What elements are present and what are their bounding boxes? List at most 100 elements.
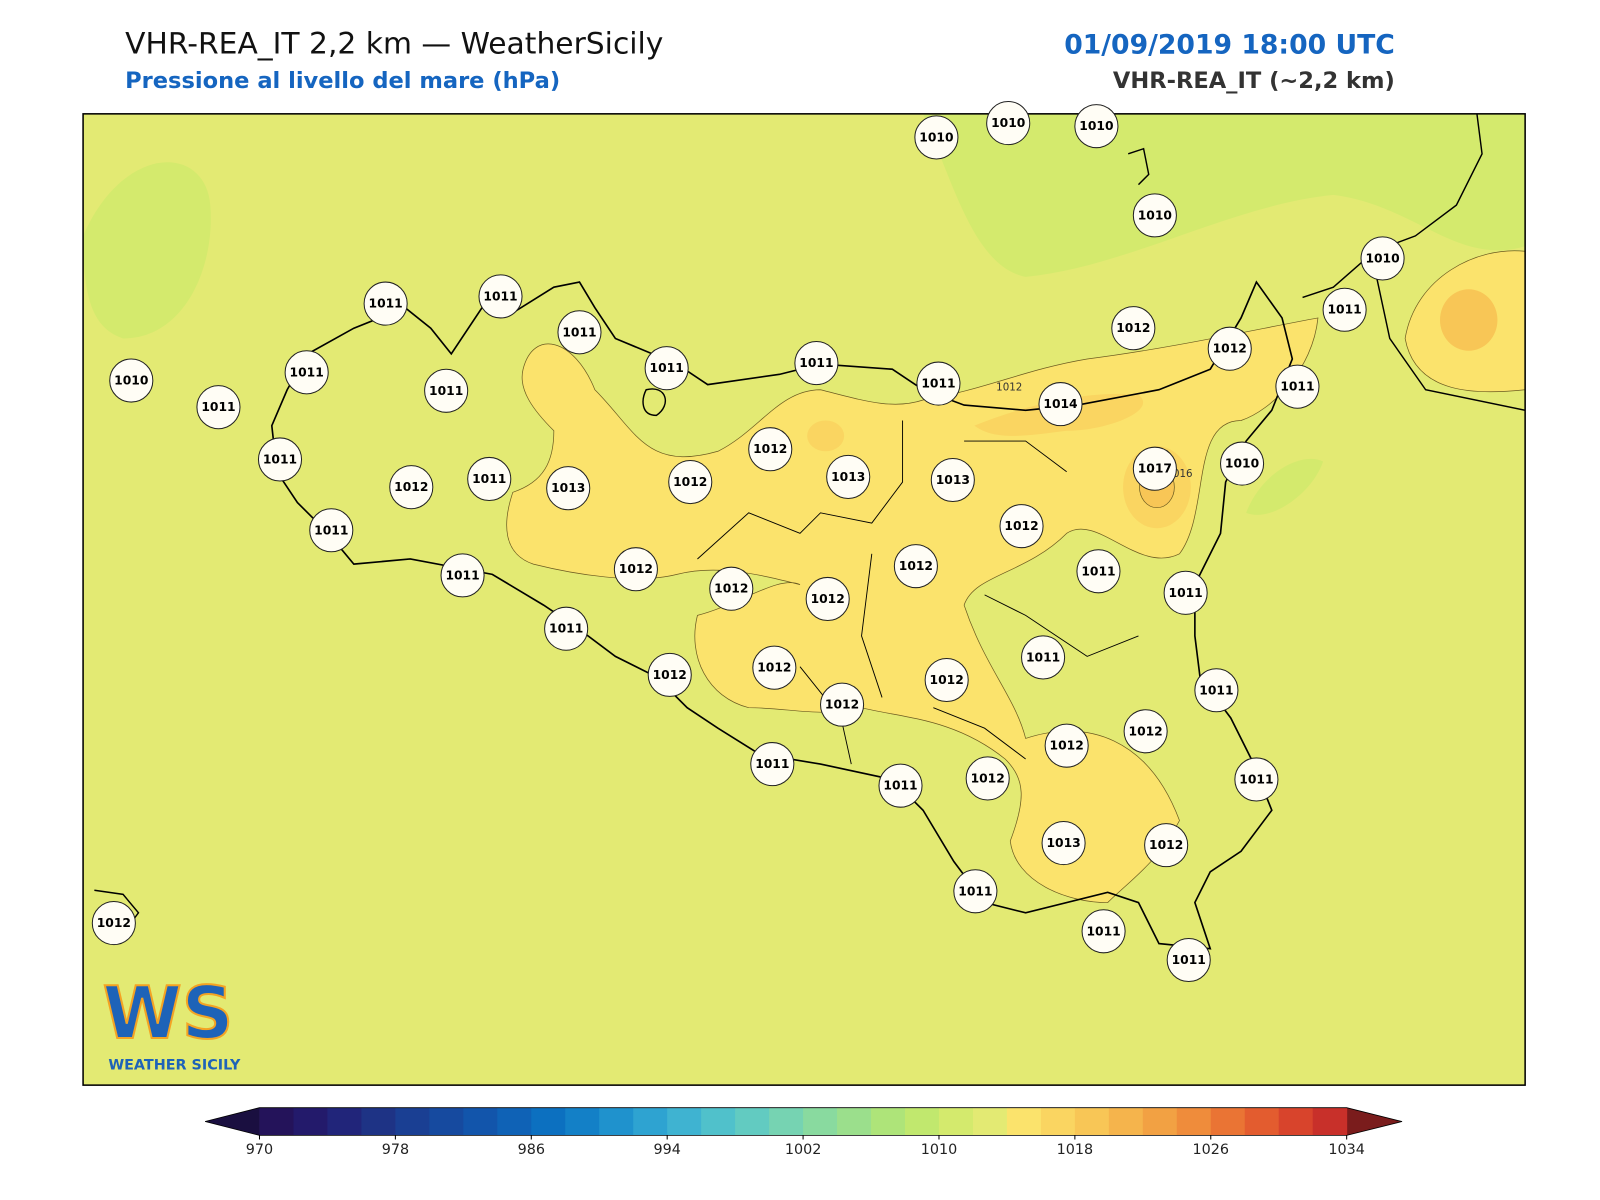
station: 1012: [1123, 709, 1168, 754]
logo-mark: WS: [103, 971, 234, 1055]
station-circle: [750, 742, 795, 787]
colorbar: 970 978 986 994 1002 1010 1018 1026 1034: [205, 1107, 1403, 1158]
colorbar-segment: [803, 1107, 838, 1136]
station: 1010: [1360, 236, 1405, 281]
model: VHR-REA_IT (~2,2 km): [1113, 68, 1395, 94]
station: 1011: [544, 606, 589, 651]
colorbar-tick-label: 1026: [1193, 1142, 1230, 1158]
station: 1011: [644, 346, 689, 391]
station-circle: [1041, 821, 1086, 866]
station-circle: [467, 456, 512, 502]
station-circle: [999, 504, 1044, 549]
station-label: 1011: [921, 377, 955, 391]
station: 1014: [1038, 382, 1083, 427]
station-circle: [196, 385, 241, 430]
station-label: 1014: [1043, 397, 1077, 411]
station-label: 1011: [1169, 586, 1203, 600]
station-label: 1010: [991, 116, 1025, 130]
station-label: 1012: [394, 480, 428, 494]
station-circle: [924, 657, 969, 703]
station-circle: [1038, 382, 1083, 427]
station-circle: [109, 358, 154, 403]
station-label: 1011: [1172, 953, 1206, 967]
station-label: 1011: [314, 523, 348, 537]
station-circle: [930, 457, 975, 503]
station: 1011: [284, 350, 329, 395]
station: 1012: [91, 901, 136, 946]
station-label: 1012: [97, 916, 131, 930]
colorbar-segment: [1006, 1107, 1042, 1136]
station-circle: [1220, 441, 1265, 486]
colorbar-segment: [1142, 1107, 1178, 1136]
station: 1010: [1074, 104, 1119, 149]
colorbar-tick-label: 970: [246, 1142, 273, 1158]
station-circle: [893, 544, 938, 589]
station-circle: [916, 361, 961, 406]
station-circle: [389, 465, 434, 510]
station-circle: [1111, 306, 1156, 351]
station-label: 1011: [369, 297, 403, 311]
station-label: 1011: [472, 472, 506, 486]
colorbar-segment: [327, 1107, 362, 1136]
station: 1012: [965, 756, 1010, 801]
station-circle: [878, 763, 923, 808]
station-label: 1012: [1004, 519, 1038, 533]
station-circle: [309, 508, 354, 553]
colorbar-segment: [1074, 1107, 1110, 1136]
station-circle: [284, 350, 329, 395]
station-label: 1012: [971, 771, 1005, 785]
station-label: 1012: [1129, 724, 1163, 738]
station: 1012: [999, 504, 1044, 549]
station: 1012: [805, 576, 850, 622]
station-circle: [1044, 723, 1089, 768]
station: 1012: [748, 427, 793, 472]
colorbar-tick-label: 1010: [921, 1142, 958, 1158]
station-label: 1012: [757, 661, 791, 675]
station: 1013: [546, 466, 591, 511]
station-label: 1010: [1365, 251, 1399, 265]
station-label: 1012: [653, 668, 687, 682]
colorbar-segment: [1040, 1107, 1076, 1136]
colorbar-tick-label: 1018: [1057, 1142, 1094, 1158]
datetime: 01/09/2019 18:00 UTC: [1064, 29, 1395, 60]
station: 1011: [1081, 909, 1126, 954]
field-high2: [1440, 289, 1498, 351]
station-label: 1011: [1327, 303, 1361, 317]
field-low: [83, 162, 211, 339]
station-circle: [1021, 635, 1066, 680]
station-label: 1011: [201, 400, 235, 414]
logo-name: WEATHER SICILY: [108, 1058, 241, 1074]
station-label: 1011: [1199, 683, 1233, 697]
colorbar-segment: [599, 1107, 634, 1136]
station-circle: [478, 274, 523, 319]
station-label: 1013: [1046, 836, 1080, 850]
station-label: 1010: [1138, 208, 1172, 222]
station-circle: [424, 368, 469, 413]
station-circle: [1132, 193, 1177, 238]
colorbar-segment: [1312, 1107, 1348, 1136]
station-circle: [986, 101, 1031, 146]
station: 1011: [1021, 635, 1066, 680]
station-circle: [752, 645, 797, 690]
station: 1011: [440, 553, 485, 598]
station: 1012: [1207, 326, 1252, 371]
colorbar-segment: [1176, 1107, 1212, 1136]
coastline: [94, 113, 1526, 934]
station-label: 1012: [825, 698, 859, 712]
station: 1011: [424, 368, 469, 413]
colorbar-segment: [497, 1107, 532, 1136]
colorbar-segment: [1244, 1107, 1280, 1136]
station-label: 1012: [714, 582, 748, 596]
station: 1011: [750, 742, 795, 787]
station: 1011: [309, 508, 354, 553]
station-circle: [1234, 757, 1279, 802]
station: 1010: [914, 115, 959, 160]
station-label: 1013: [551, 481, 585, 495]
province-border: [697, 420, 1139, 765]
station-circle: [1207, 326, 1252, 371]
station-label: 1012: [673, 475, 707, 489]
subtitle: Pressione al livello del mare (hPa): [125, 68, 560, 94]
station-circle: [1074, 104, 1119, 149]
